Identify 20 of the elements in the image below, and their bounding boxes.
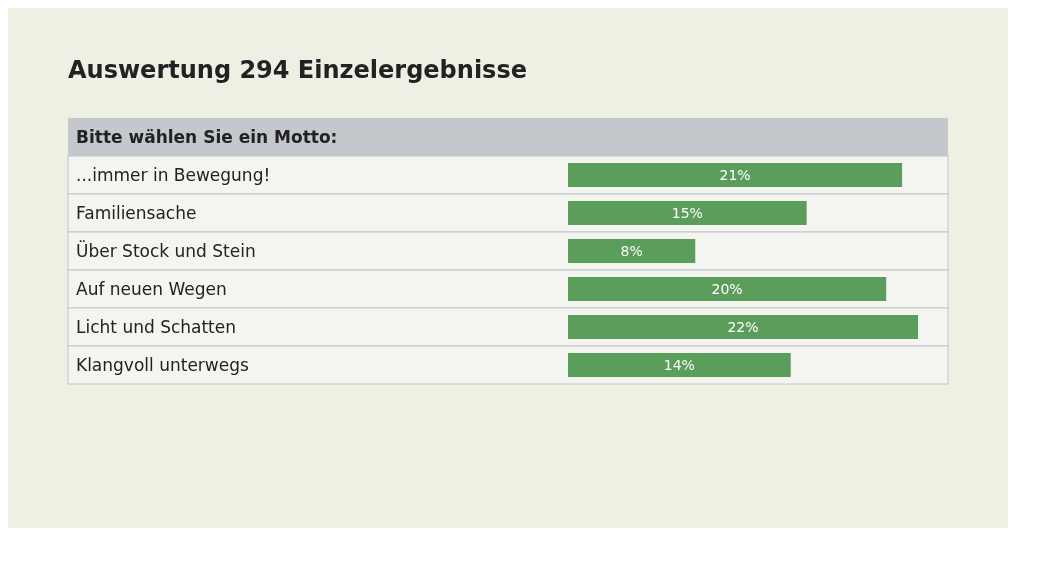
data-label: 21% [719,167,751,183]
y-tick-label: Auf neuen Wegen [76,279,227,299]
y-tick-label: Licht und Schatten [76,317,237,337]
data-label: 8% [620,243,643,259]
bar [568,315,918,339]
bar [568,201,807,225]
text: Auswertung 294 Einzelergebnisse [68,56,527,84]
data-label: 22% [727,319,759,335]
bar [568,353,791,377]
y-tick-label: Familiensache [76,203,197,223]
data-label: 15% [671,205,703,221]
data-label: 14% [663,357,695,373]
bar [568,277,887,301]
bar [568,239,696,263]
y-tick-label: Klangvoll unterwegs [76,355,249,375]
y-tick-label: Über Stock und Stein [76,240,256,261]
text: Bitte wählen Sie ein Motto: [76,127,338,147]
y-tick-label: ...immer in Bewegung! [76,165,271,185]
data-label: 20% [711,281,743,297]
bar [568,163,903,187]
